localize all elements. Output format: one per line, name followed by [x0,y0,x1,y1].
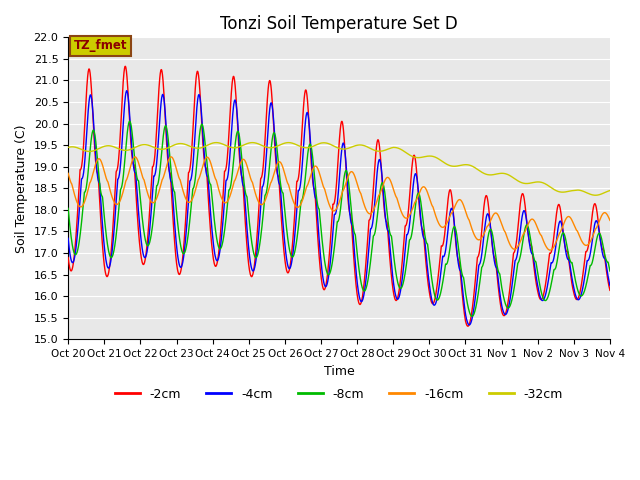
Title: Tonzi Soil Temperature Set D: Tonzi Soil Temperature Set D [220,15,458,33]
X-axis label: Time: Time [324,365,355,378]
Y-axis label: Soil Temperature (C): Soil Temperature (C) [15,124,28,252]
Text: TZ_fmet: TZ_fmet [74,39,127,52]
Legend: -2cm, -4cm, -8cm, -16cm, -32cm: -2cm, -4cm, -8cm, -16cm, -32cm [110,383,568,406]
